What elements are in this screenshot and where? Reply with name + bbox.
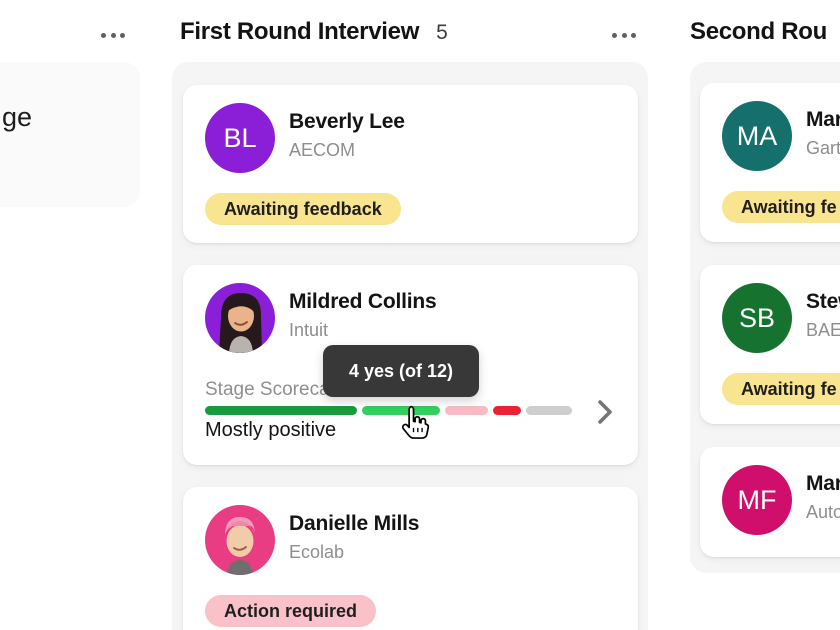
column-header-first-round: First Round Interview 5	[180, 18, 448, 46]
previous-card-text: ge	[2, 102, 33, 132]
woman-dark-hair-photo-icon	[219, 293, 262, 353]
ellipsis-icon	[612, 32, 617, 38]
candidate-name: Danielle Mills	[289, 512, 420, 535]
status-badge: Action required	[205, 595, 377, 627]
avatar-photo	[205, 505, 275, 575]
avatar-initials-text: MF	[737, 484, 777, 515]
ellipsis-icon	[101, 32, 106, 38]
ellipsis-icon	[120, 32, 125, 38]
column-header-second-round: Second Rou	[690, 18, 827, 46]
column-count: 5	[436, 21, 448, 44]
candidate-card-ma[interactable]: MA Mar Gart Awaiting fe	[700, 83, 840, 242]
avatar-initials: BL	[205, 103, 275, 173]
avatar-initials: MA	[722, 101, 792, 171]
ellipsis-icon	[110, 32, 116, 38]
scorecard-segment-pending[interactable]	[526, 406, 572, 415]
column-title: Second Rou	[690, 18, 828, 45]
candidate-card-danielle-mills[interactable]: Danielle Mills Ecolab Action required	[183, 487, 638, 630]
candidate-name: Stew	[806, 290, 840, 313]
candidate-name: Beverly Lee	[289, 110, 405, 133]
first-round-column-menu-button[interactable]	[604, 24, 644, 46]
ellipsis-icon	[631, 32, 636, 38]
previous-column-menu-button[interactable]	[93, 24, 133, 46]
previous-column-card[interactable]: ge	[0, 62, 140, 207]
candidate-company: Auto	[806, 502, 840, 522]
scorecard-segment-strong-no[interactable]	[493, 406, 521, 415]
scorecard-progress-bar[interactable]	[205, 406, 572, 415]
candidate-company: BAE	[806, 320, 840, 340]
scorecard-tooltip: 4 yes (of 12)	[323, 345, 479, 397]
ellipsis-icon	[621, 32, 627, 38]
candidate-company: Intuit	[289, 320, 329, 340]
candidate-card-sb[interactable]: SB Stew BAE Awaiting fe	[700, 265, 840, 424]
candidate-company: Gart	[806, 138, 840, 158]
candidate-card-mf[interactable]: MF Mar Auto	[700, 447, 840, 557]
status-badge: Awaiting feedback	[205, 193, 401, 225]
candidate-card-beverly-lee[interactable]: BL Beverly Lee AECOM Awaiting feedback	[183, 85, 638, 243]
scorecard-segment-no[interactable]	[445, 406, 488, 415]
avatar-initials-text: MA	[736, 120, 778, 151]
scorecard-summary: Mostly positive	[205, 419, 337, 441]
candidate-company: AECOM	[289, 140, 356, 160]
scorecard-segment-yes[interactable]	[362, 406, 440, 415]
candidate-name: Mar	[806, 108, 840, 131]
avatar-photo	[205, 283, 275, 353]
avatar-initials: MF	[722, 465, 792, 535]
avatar-initials: SB	[722, 283, 792, 353]
candidate-name: Mildred Collins	[289, 290, 437, 313]
column-title: First Round Interview	[180, 18, 420, 45]
scorecard-segment-strong-yes[interactable]	[205, 406, 357, 415]
candidate-company: Ecolab	[289, 542, 345, 562]
candidate-name: Mar	[806, 472, 840, 495]
avatar-initials-text: SB	[738, 302, 776, 333]
status-badge: Awaiting fe	[722, 373, 840, 405]
woman-pink-hair-photo-icon	[225, 517, 255, 575]
status-badge: Awaiting fe	[722, 191, 840, 223]
candidate-card-mildred-collins[interactable]: Mildred Collins Intuit Stage Scorecards …	[183, 265, 638, 465]
hand-pointer-cursor-icon	[401, 405, 430, 439]
chevron-right-icon[interactable]	[594, 398, 616, 426]
avatar-initials-text: BL	[223, 122, 257, 153]
stage-scorecards-label: Stage Scorecards	[205, 379, 357, 400]
